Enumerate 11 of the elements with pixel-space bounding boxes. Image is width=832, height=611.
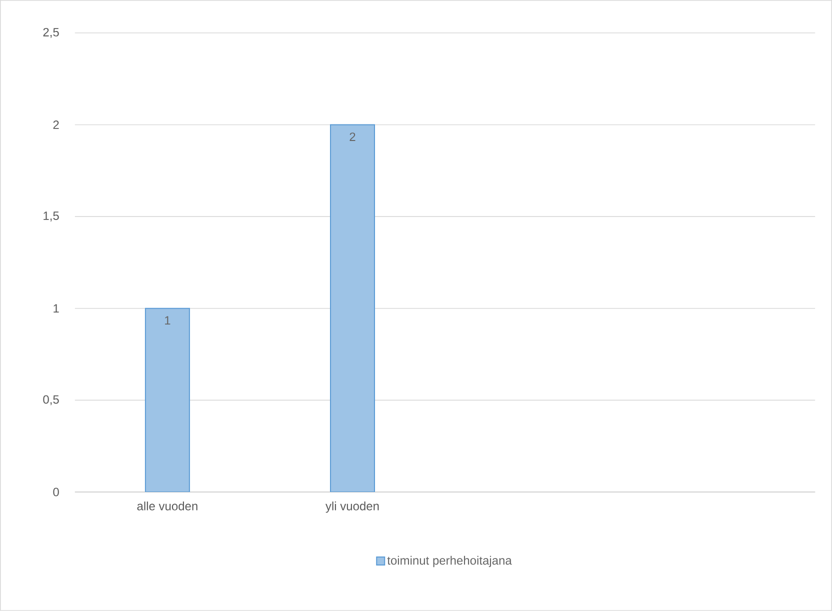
y-tick-label: 0 <box>53 488 59 496</box>
y-tick-label: 0,5 <box>43 395 59 406</box>
y-tick-label: 2 <box>53 120 59 129</box>
x-tick-label: yli vuoden <box>325 502 379 513</box>
y-tick-label: 1,5 <box>44 212 59 222</box>
y-tick-label: 2,5 <box>43 28 59 38</box>
data-label: 1 <box>165 316 170 324</box>
x-tick-label: alle vuoden <box>137 502 198 510</box>
y-tick-label: 1 <box>54 304 59 313</box>
data-label: 2 <box>350 132 356 141</box>
legend-label: toiminut perhehoitajana <box>387 556 512 568</box>
